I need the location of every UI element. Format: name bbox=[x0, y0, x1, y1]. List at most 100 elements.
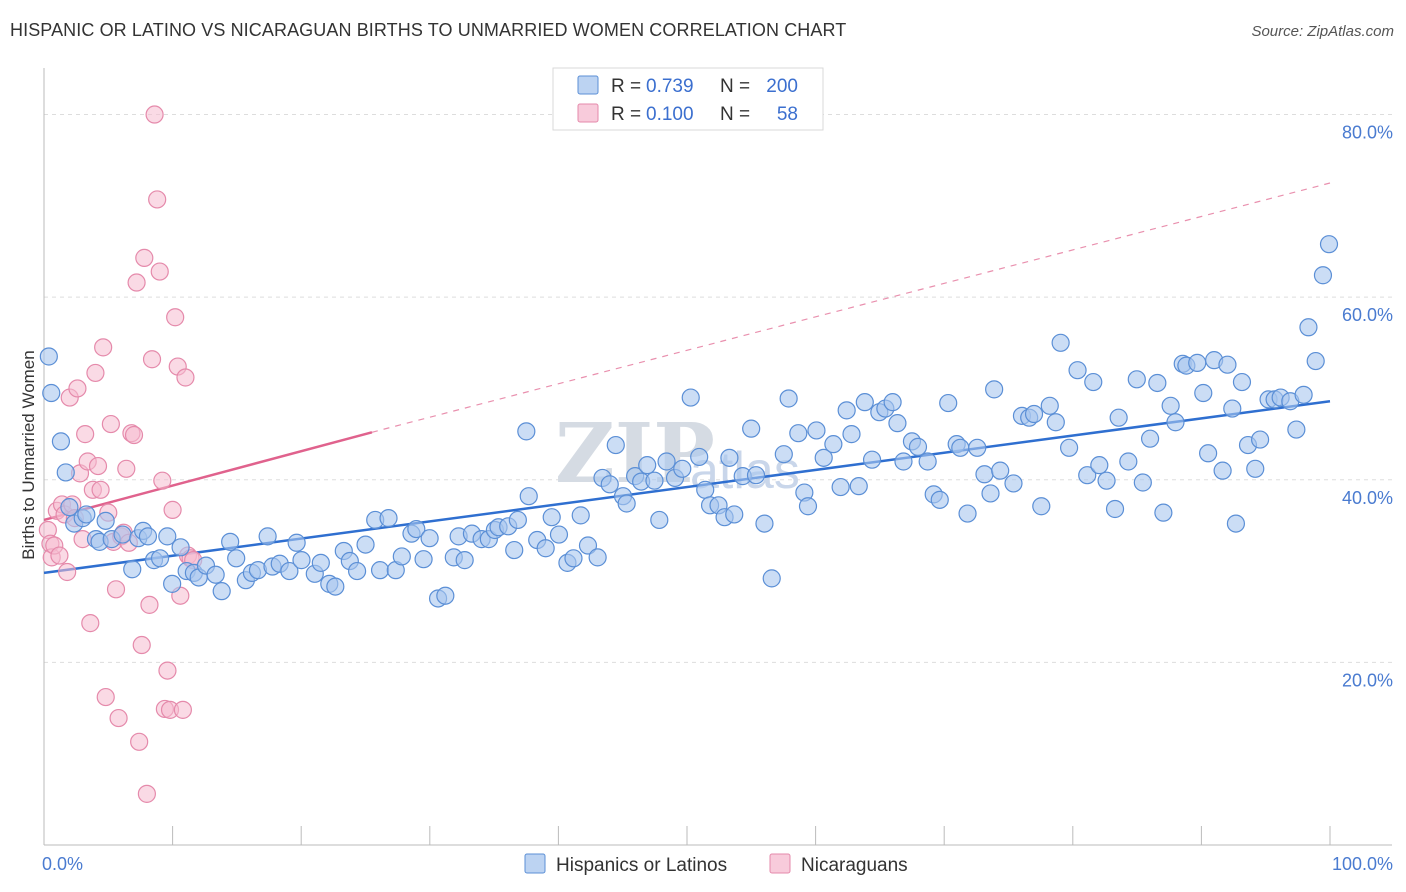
point-nicaraguans-8 bbox=[58, 562, 77, 582]
point-hispanics-92 bbox=[673, 459, 692, 478]
point-hispanics-1 bbox=[42, 383, 61, 403]
chart-title: HISPANIC OR LATINO VS NICARAGUAN BIRTHS … bbox=[10, 20, 847, 40]
series-legend: Hispanics or Latinos Nicaraguans bbox=[524, 853, 908, 876]
legend-n-label-2: N = bbox=[720, 104, 750, 125]
point-hispanics-73 bbox=[542, 508, 561, 527]
point-nicaraguans-39 bbox=[137, 784, 156, 803]
point-hispanics-88 bbox=[645, 471, 664, 490]
y-tick-label-20: 20.0% bbox=[1342, 670, 1393, 690]
point-hispanics-162 bbox=[1166, 413, 1185, 432]
point-hispanics-7 bbox=[77, 505, 96, 524]
legend-swatch-blue bbox=[577, 75, 599, 95]
point-hispanics-151 bbox=[1090, 456, 1109, 475]
point-hispanics-60 bbox=[455, 551, 474, 570]
point-hispanics-40 bbox=[311, 553, 330, 572]
point-hispanics-113 bbox=[824, 435, 843, 454]
bottom-legend-swatch-hispanics bbox=[524, 853, 546, 874]
point-hispanics-69 bbox=[517, 422, 536, 441]
point-hispanics-93 bbox=[681, 388, 700, 407]
point-nicaraguans-19 bbox=[86, 363, 105, 383]
point-hispanics-108 bbox=[789, 424, 808, 443]
point-hispanics-84 bbox=[617, 494, 636, 513]
point-hispanics-70 bbox=[519, 487, 538, 506]
point-hispanics-111 bbox=[807, 421, 826, 440]
point-nicaraguans-12 bbox=[68, 379, 87, 398]
point-hispanics-119 bbox=[862, 450, 882, 469]
point-hispanics-167 bbox=[1199, 444, 1218, 463]
point-hispanics-53 bbox=[407, 519, 426, 539]
point-hispanics-143 bbox=[1032, 497, 1051, 516]
point-hispanics-185 bbox=[1313, 266, 1333, 285]
points-nicaraguans bbox=[38, 105, 203, 803]
source-label: Source: ZipAtlas.com bbox=[1251, 23, 1394, 40]
axes bbox=[43, 68, 1392, 846]
point-hispanics-95 bbox=[696, 480, 715, 499]
point-hispanics-145 bbox=[1046, 413, 1065, 432]
point-hispanics-46 bbox=[356, 535, 375, 554]
point-hispanics-33 bbox=[258, 527, 277, 546]
point-hispanics-99 bbox=[720, 448, 739, 467]
point-hispanics-150 bbox=[1084, 372, 1103, 392]
x-tick-label-max: 100.0% bbox=[1332, 854, 1393, 874]
point-hispanics-158 bbox=[1140, 429, 1160, 448]
point-hispanics-28 bbox=[221, 532, 240, 551]
point-hispanics-176 bbox=[1250, 430, 1270, 449]
point-hispanics-102 bbox=[742, 419, 761, 438]
legend-swatch-pink bbox=[577, 103, 599, 123]
point-hispanics-136 bbox=[981, 484, 1000, 503]
point-hispanics-186 bbox=[1319, 235, 1339, 254]
point-hispanics-21 bbox=[171, 538, 190, 557]
point-hispanics-130 bbox=[939, 393, 958, 413]
point-hispanics-134 bbox=[968, 438, 987, 457]
point-hispanics-45 bbox=[347, 561, 367, 581]
point-nicaraguans-40 bbox=[140, 595, 159, 614]
point-hispanics-135 bbox=[975, 465, 994, 484]
y-tick-labels: 20.0% 40.0% 60.0% 80.0% bbox=[1342, 123, 1393, 691]
grid-lines bbox=[44, 114, 1392, 663]
point-hispanics-114 bbox=[831, 477, 850, 497]
point-hispanics-155 bbox=[1119, 452, 1138, 471]
point-hispanics-87 bbox=[638, 456, 657, 475]
point-hispanics-144 bbox=[1040, 396, 1059, 415]
y-tick-label-40: 40.0% bbox=[1342, 488, 1393, 508]
point-nicaraguans-37 bbox=[132, 635, 151, 655]
point-hispanics-137 bbox=[985, 380, 1004, 399]
point-hispanics-27 bbox=[212, 582, 231, 601]
point-hispanics-100 bbox=[725, 505, 744, 524]
point-nicaraguans-27 bbox=[106, 580, 126, 599]
point-hispanics-156 bbox=[1127, 370, 1146, 389]
point-nicaraguans-21 bbox=[91, 480, 110, 499]
point-nicaraguans-20 bbox=[88, 456, 108, 476]
point-hispanics-2 bbox=[51, 432, 71, 451]
points-hispanics bbox=[39, 235, 1339, 608]
point-hispanics-152 bbox=[1097, 471, 1116, 490]
point-hispanics-19 bbox=[158, 527, 177, 546]
point-nicaraguans-47 bbox=[158, 661, 177, 680]
point-hispanics-112 bbox=[814, 448, 833, 467]
point-hispanics-51 bbox=[392, 547, 411, 566]
point-hispanics-38 bbox=[292, 551, 311, 570]
point-nicaraguans-49 bbox=[163, 500, 182, 519]
point-hispanics-132 bbox=[951, 438, 970, 457]
point-nicaraguans-38 bbox=[135, 248, 154, 267]
point-hispanics-106 bbox=[774, 445, 793, 464]
point-hispanics-129 bbox=[930, 490, 949, 509]
point-hispanics-124 bbox=[894, 452, 913, 471]
point-hispanics-122 bbox=[883, 393, 902, 412]
point-hispanics-74 bbox=[549, 525, 569, 544]
point-hispanics-170 bbox=[1218, 355, 1237, 374]
point-hispanics-36 bbox=[280, 561, 299, 581]
point-nicaraguans-50 bbox=[166, 308, 185, 327]
point-hispanics-20 bbox=[163, 574, 182, 593]
bottom-legend-swatch-nicaraguans bbox=[769, 853, 791, 874]
point-hispanics-153 bbox=[1105, 499, 1125, 519]
point-hispanics-171 bbox=[1223, 399, 1242, 418]
point-hispanics-110 bbox=[798, 497, 818, 516]
point-hispanics-115 bbox=[837, 401, 856, 420]
y-tick-label-80: 80.0% bbox=[1342, 123, 1393, 143]
legend-r-value-1: 0.739 bbox=[646, 76, 694, 97]
point-hispanics-104 bbox=[755, 514, 774, 533]
point-hispanics-67 bbox=[505, 540, 524, 560]
point-nicaraguans-36 bbox=[130, 732, 149, 751]
point-nicaraguans-15 bbox=[76, 425, 95, 444]
